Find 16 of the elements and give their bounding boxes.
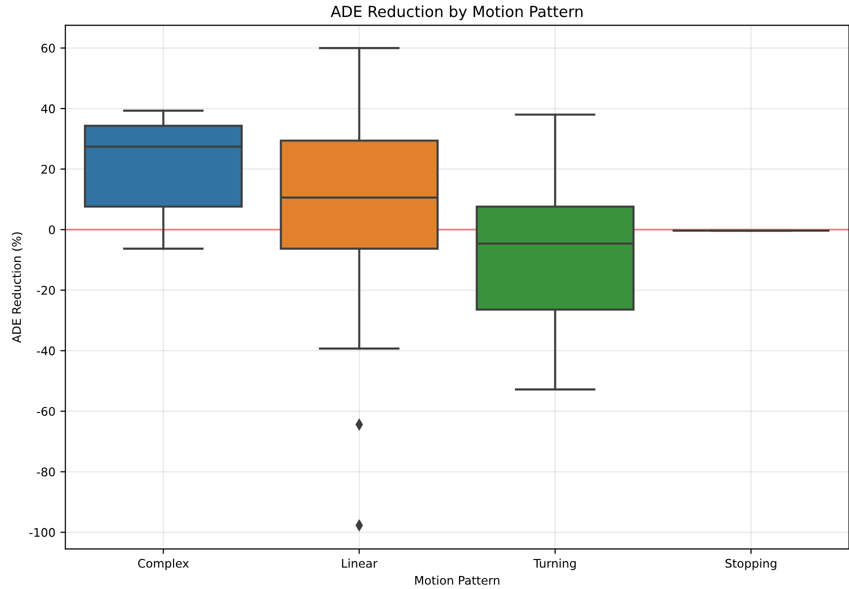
y-tick-label: -60 xyxy=(36,406,55,416)
y-tick-label: 40 xyxy=(41,104,55,114)
x-tick-label: Linear xyxy=(342,558,378,568)
y-tick-label: -40 xyxy=(36,346,55,356)
chart-title: ADE Reduction by Motion Pattern xyxy=(330,5,582,20)
x-axis-title: Motion Pattern xyxy=(415,576,500,585)
x-tick-label: Complex xyxy=(138,558,189,570)
x-tick-label: Stopping xyxy=(726,558,776,570)
y-tick-label: 60 xyxy=(41,44,55,53)
y-tick-label: 20 xyxy=(41,164,55,174)
y-tick-label: -20 xyxy=(36,286,55,295)
y-tick-label: 0 xyxy=(48,225,55,234)
y-tick-label: -80 xyxy=(36,467,55,476)
x-tick-label: Turning xyxy=(533,558,576,570)
y-axis-title: ADE Reduction (%) xyxy=(12,232,22,343)
y-tick-label: -100 xyxy=(29,528,55,537)
